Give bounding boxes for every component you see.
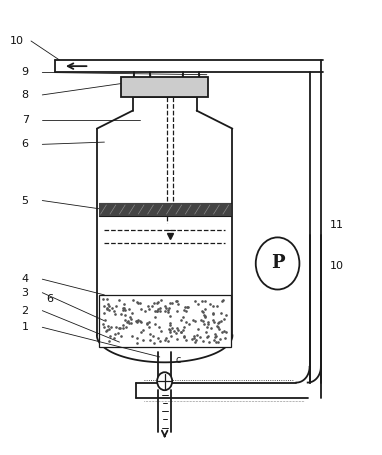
Circle shape (157, 372, 172, 390)
Text: 4: 4 (22, 274, 29, 284)
Bar (99, 295, 230, 347)
Text: 10: 10 (330, 261, 344, 271)
Text: 9: 9 (22, 67, 29, 77)
Text: 2: 2 (22, 306, 29, 316)
Text: c: c (175, 355, 181, 365)
Text: 6: 6 (46, 294, 53, 304)
Text: P: P (271, 254, 284, 273)
Text: 11: 11 (330, 220, 344, 230)
Bar (121, 77, 208, 97)
Text: 6: 6 (22, 139, 29, 149)
Text: 8: 8 (22, 90, 29, 100)
Circle shape (256, 238, 299, 289)
Text: 7: 7 (22, 115, 29, 125)
Text: 10: 10 (10, 36, 24, 46)
Text: 5: 5 (22, 196, 29, 206)
Text: 3: 3 (22, 288, 29, 298)
Bar (99, 203, 230, 216)
Text: 1: 1 (22, 322, 29, 332)
